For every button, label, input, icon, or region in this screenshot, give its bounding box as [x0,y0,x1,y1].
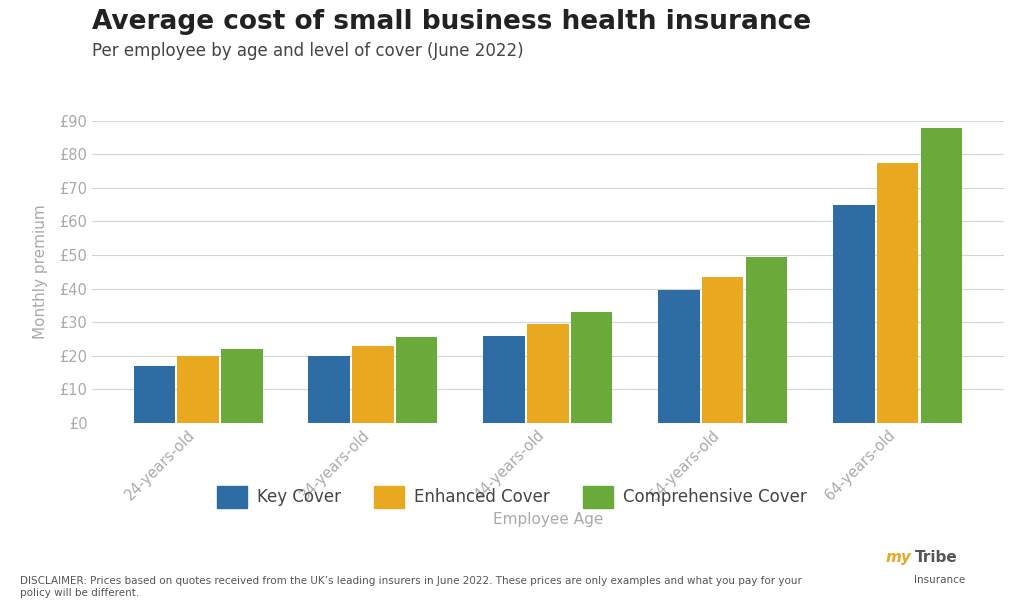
Text: Per employee by age and level of cover (June 2022): Per employee by age and level of cover (… [92,42,524,60]
Bar [877,162,919,423]
Legend: Key Cover, Enhanced Cover, Comprehensive Cover: Key Cover, Enhanced Cover, Comprehensive… [210,480,814,514]
Bar [834,205,874,423]
Bar [177,356,219,423]
Bar [658,291,699,423]
Text: Insurance: Insurance [914,574,966,585]
Text: Average cost of small business health insurance: Average cost of small business health in… [92,9,811,35]
Bar [308,356,350,423]
Y-axis label: Monthly premium: Monthly premium [33,204,48,339]
Bar [570,312,612,423]
X-axis label: Employee Age: Employee Age [493,512,603,527]
Bar [352,345,393,423]
Bar [527,324,568,423]
Text: DISCLAIMER: Prices based on quotes received from the UK’s leading insurers in Ju: DISCLAIMER: Prices based on quotes recei… [20,576,803,598]
Bar [483,336,525,423]
Bar [133,366,175,423]
Text: my: my [886,550,911,565]
Bar [221,349,262,423]
Bar [396,337,437,423]
Text: Tribe: Tribe [914,550,957,565]
Bar [702,277,743,423]
Bar [921,127,963,423]
Bar [745,257,787,423]
